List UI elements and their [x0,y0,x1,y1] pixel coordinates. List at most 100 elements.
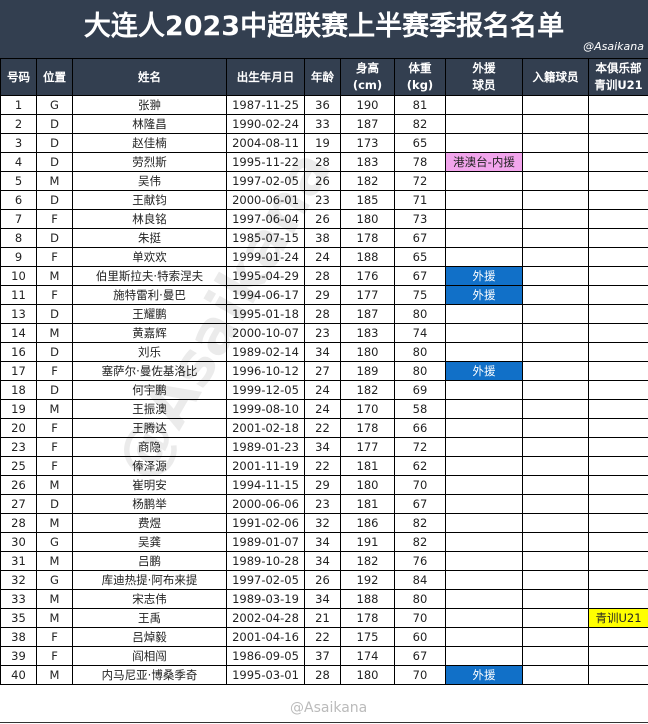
cell-youth-u21 [588,152,648,172]
cell-number: 40 [0,665,37,685]
cell-birthdate: 1989-01-07 [226,532,305,552]
cell-foreign-player [445,342,523,362]
cell-youth-u21 [588,589,648,609]
cell-height: 174 [340,646,395,666]
cell-birthdate: 1986-09-05 [226,646,305,666]
cell-birthdate: 1997-02-05 [226,570,305,590]
cell-youth-u21 [588,190,648,210]
cell-naturalized-player [522,418,589,438]
cell-age: 27 [304,361,341,381]
cell-birthdate: 1990-02-24 [226,114,305,134]
cell-height: 175 [340,627,395,647]
cell-weight: 74 [394,323,446,343]
cell-height: 188 [340,247,395,267]
cell-youth-u21 [588,323,648,343]
cell-youth-u21: 青训U21 [588,608,648,628]
cell-position: D [36,152,73,172]
table-row: 28 M 费煜 1991-02-06 32 186 82 [0,513,648,533]
cell-birthdate: 1991-02-06 [226,513,305,533]
cell-youth-u21 [588,342,648,362]
cell-number: 32 [0,570,37,590]
cell-foreign-player [445,513,523,533]
table-row: 9 F 单欢欢 1999-01-24 24 188 65 [0,247,648,267]
cell-birthdate: 1989-10-28 [226,551,305,571]
cell-number: 1 [0,95,37,115]
cell-age: 23 [304,323,341,343]
cell-height: 187 [340,304,395,324]
cell-height: 177 [340,437,395,457]
cell-foreign-player [445,209,523,229]
cell-weight: 82 [394,532,446,552]
cell-weight: 70 [394,608,446,628]
cell-birthdate: 1989-01-23 [226,437,305,457]
cell-foreign-player: 外援 [445,266,523,286]
cell-name: 吴伟 [72,171,227,191]
cell-height: 182 [340,380,395,400]
cell-naturalized-player [522,627,589,647]
page-title: 大连人2023中超联赛上半赛季报名名单 [83,11,565,42]
cell-age: 26 [304,171,341,191]
cell-position: F [36,418,73,438]
cell-weight: 72 [394,171,446,191]
cell-number: 33 [0,589,37,609]
cell-name: 何宇鹏 [72,380,227,400]
cell-foreign-player [445,437,523,457]
cell-birthdate: 1996-10-12 [226,361,305,381]
table-row: 27 D 杨鹏举 2000-06-06 23 181 67 [0,494,648,514]
cell-naturalized-player [522,114,589,134]
cell-age: 21 [304,608,341,628]
cell-number: 2 [0,114,37,134]
cell-youth-u21 [588,494,648,514]
cell-birthdate: 2001-11-19 [226,456,305,476]
cell-youth-u21 [588,551,648,571]
cell-name: 俸泽源 [72,456,227,476]
cell-age: 36 [304,95,341,115]
cell-age: 34 [304,532,341,552]
cell-height: 181 [340,456,395,476]
cell-birthdate: 1987-11-25 [226,95,305,115]
cell-foreign-player [445,551,523,571]
cell-position: M [36,399,73,419]
cell-age: 34 [304,589,341,609]
cell-name: 伯里斯拉夫·特索涅夫 [72,266,227,286]
cell-youth-u21 [588,209,648,229]
cell-name: 杨鹏举 [72,494,227,514]
cell-youth-u21 [588,114,648,134]
cell-weight: 70 [394,475,446,495]
cell-weight: 67 [394,494,446,514]
cell-foreign-player [445,380,523,400]
table-row: 7 F 林良铭 1997-06-04 26 180 73 [0,209,648,229]
cell-name: 王禹 [72,608,227,628]
cell-height: 170 [340,399,395,419]
cell-age: 33 [304,114,341,134]
table-row: 35 M 王禹 2002-04-28 21 178 70 青训U21 [0,608,648,628]
header-age: 年龄 [304,58,341,96]
cell-weight: 81 [394,95,446,115]
cell-name: 王耀鹏 [72,304,227,324]
cell-position: F [36,456,73,476]
cell-height: 192 [340,570,395,590]
weibo-watermark: @Asaikana [290,700,368,716]
table-row: 5 M 吴伟 1997-02-05 26 182 72 [0,171,648,191]
table-row: 1 G 张翀 1987-11-25 36 190 81 [0,95,648,115]
cell-name: 崔明安 [72,475,227,495]
cell-number: 31 [0,551,37,571]
cell-number: 25 [0,456,37,476]
cell-foreign-player [445,646,523,666]
cell-birthdate: 1999-01-24 [226,247,305,267]
header-weight: 体重 (kg) [394,58,446,96]
cell-number: 7 [0,209,37,229]
cell-age: 26 [304,570,341,590]
table-row: 16 D 刘乐 1989-02-14 34 180 80 [0,342,648,362]
cell-name: 施特雷利·曼巴 [72,285,227,305]
cell-birthdate: 1994-06-17 [226,285,305,305]
cell-number: 8 [0,228,37,248]
table-row: 2 D 林隆昌 1990-02-24 33 187 82 [0,114,648,134]
cell-number: 14 [0,323,37,343]
cell-name: 刘乐 [72,342,227,362]
cell-position: D [36,342,73,362]
cell-youth-u21 [588,475,648,495]
cell-position: D [36,228,73,248]
cell-weight: 80 [394,304,446,324]
cell-birthdate: 1995-03-01 [226,665,305,685]
